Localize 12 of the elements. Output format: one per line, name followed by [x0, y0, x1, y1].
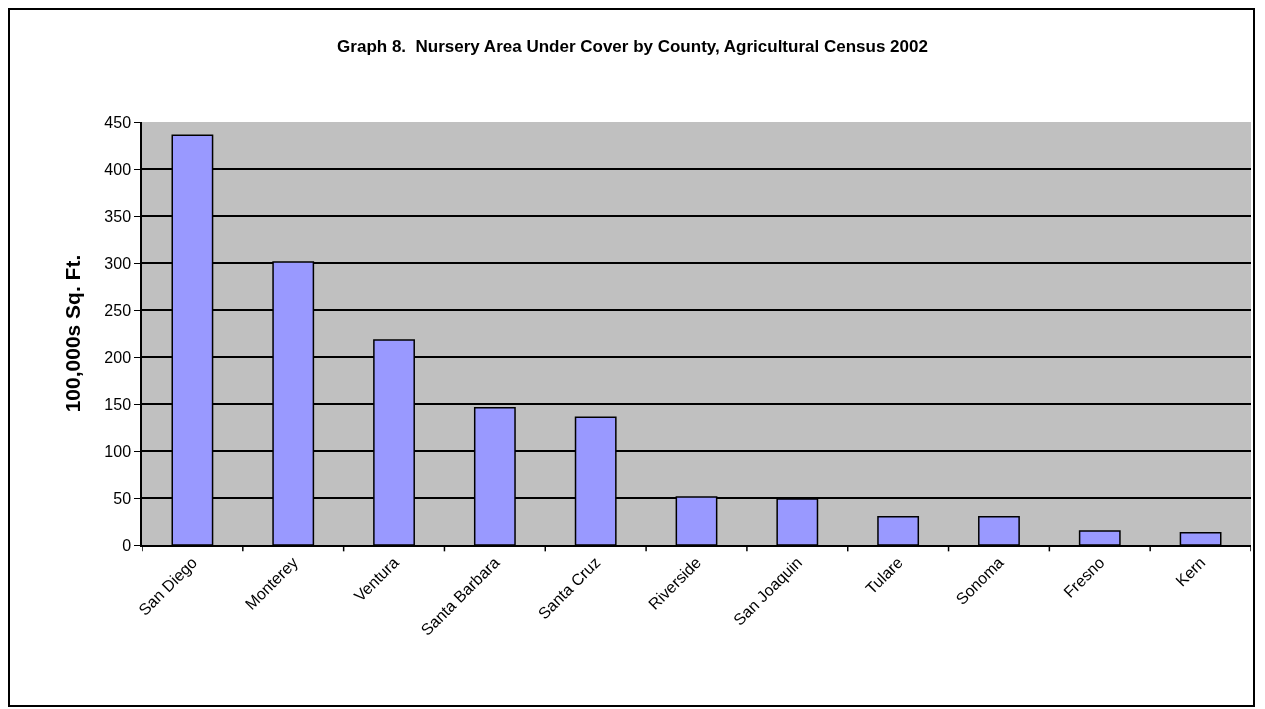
y-tick-label: 400 — [104, 160, 132, 178]
y-tick-label: 300 — [104, 254, 132, 272]
y-tick-label: 200 — [104, 348, 132, 366]
y-tick-label: 250 — [104, 301, 132, 319]
y-tick-label: 0 — [122, 536, 132, 554]
chart-title: Graph 8. Nursery Area Under Cover by County, Agricultural Census 2002 — [337, 37, 928, 57]
y-axis-title: 100,000s Sq. Ft. — [61, 254, 84, 413]
y-tick-label: 50 — [113, 489, 132, 507]
y-tick-label: 450 — [104, 113, 132, 131]
y-tick-label: 100 — [104, 442, 132, 460]
y-tick-label: 350 — [104, 207, 132, 225]
y-tick-label: 150 — [104, 395, 132, 413]
